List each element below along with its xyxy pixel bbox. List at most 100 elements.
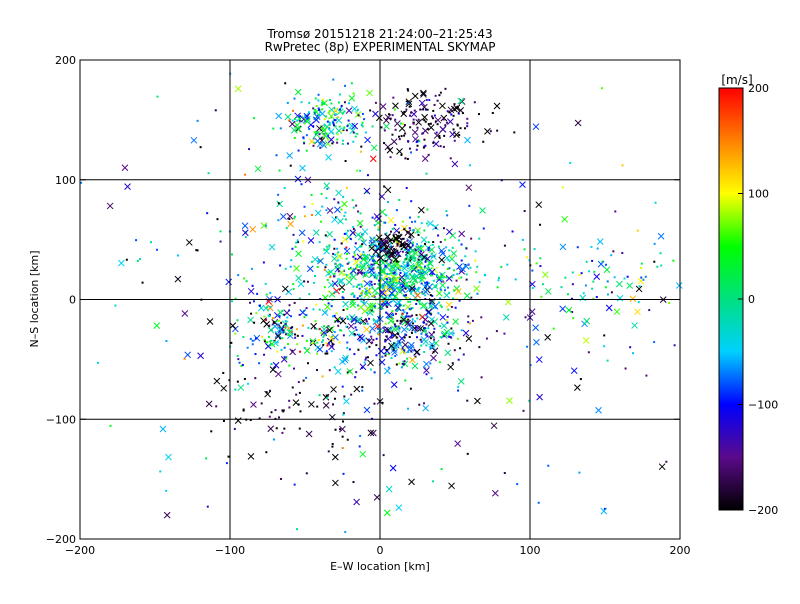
data-point-dot — [424, 120, 427, 123]
data-point-dot — [332, 78, 335, 81]
data-point-dot — [435, 284, 438, 287]
data-point-dot — [405, 315, 408, 318]
data-point-dot — [382, 454, 385, 457]
data-point-dot — [458, 277, 461, 280]
data-point-dot — [292, 283, 295, 286]
data-point-dot — [430, 115, 433, 118]
data-point-dot — [422, 304, 425, 307]
data-point-dot — [424, 108, 427, 111]
data-point-dot — [301, 324, 304, 327]
data-point-dot — [343, 395, 346, 398]
data-point-dot — [347, 261, 350, 264]
data-point-dot — [411, 244, 414, 247]
y-tick-label: −200 — [46, 533, 76, 546]
data-point-dot — [603, 507, 606, 510]
data-point-dot — [406, 321, 409, 324]
data-point-dot — [337, 251, 340, 254]
data-point-dot — [384, 264, 387, 267]
data-point-dot — [242, 409, 245, 412]
data-point-dot — [253, 117, 256, 120]
data-point-x — [426, 220, 434, 227]
data-point-x — [272, 361, 280, 369]
data-point-dot — [385, 214, 388, 217]
data-point-dot — [344, 531, 347, 534]
data-point-dot — [196, 249, 199, 252]
data-point-dot — [422, 146, 425, 149]
data-point-dot — [379, 290, 382, 293]
data-point-x — [381, 240, 389, 248]
data-point-dot — [272, 321, 275, 324]
data-point-dot — [284, 82, 287, 85]
data-point-dot — [348, 348, 351, 351]
data-point-dot — [276, 341, 279, 344]
data-point-dot — [451, 246, 454, 249]
data-point-dot — [346, 252, 349, 255]
data-point-dot — [446, 315, 449, 318]
data-point-dot — [302, 379, 305, 382]
data-point-dot — [403, 349, 406, 352]
data-point-x — [308, 138, 316, 145]
data-point-x — [343, 397, 350, 405]
data-point-dot — [326, 187, 329, 190]
data-point-dot — [313, 281, 316, 284]
data-point-dot — [333, 107, 336, 110]
data-point-dot — [404, 283, 407, 286]
data-point-dot — [326, 352, 329, 355]
data-point-x — [392, 256, 400, 263]
data-point-dot — [347, 119, 350, 122]
data-point-dot — [448, 111, 451, 114]
data-point-dot — [406, 328, 409, 331]
data-point-dot — [533, 248, 536, 251]
data-point-x — [559, 305, 567, 313]
data-point-dot — [482, 227, 485, 230]
data-point-dot — [325, 310, 328, 313]
data-point-dot — [638, 285, 641, 288]
data-point-dot — [247, 382, 250, 385]
data-point-x — [357, 233, 365, 241]
data-point-dot — [434, 94, 437, 97]
data-point-x — [327, 268, 335, 276]
data-point-dot — [314, 97, 317, 100]
data-point-dot — [195, 249, 198, 252]
data-point-dot — [268, 324, 271, 327]
data-point-dot — [336, 268, 339, 271]
data-point-dot — [497, 276, 500, 279]
data-point-dot — [456, 124, 459, 127]
data-point-x — [339, 358, 346, 365]
data-point-x — [533, 338, 540, 346]
x-tick-label: 200 — [670, 544, 691, 557]
data-point-dot — [293, 215, 296, 218]
data-point-dot — [279, 264, 282, 267]
data-point-dot — [645, 374, 648, 377]
data-point-dot — [423, 138, 426, 141]
data-point-dot — [333, 397, 336, 400]
data-point-dot — [342, 412, 345, 415]
data-point-dot — [327, 271, 330, 274]
data-point-dot — [521, 238, 524, 241]
data-point-dot — [230, 341, 233, 344]
data-point-dot — [359, 321, 362, 324]
data-point-dot — [489, 130, 492, 133]
data-point-dot — [359, 150, 362, 153]
data-point-dot — [280, 478, 283, 481]
data-point-x — [394, 250, 402, 258]
data-point-dot — [590, 245, 593, 248]
data-point-dot — [416, 336, 419, 339]
data-point-dot — [231, 300, 234, 303]
data-point-x — [338, 277, 345, 285]
data-point-x — [348, 329, 356, 337]
data-point-dot — [376, 240, 379, 243]
data-point-dot — [272, 438, 275, 441]
data-point-dot — [327, 111, 330, 114]
data-point-dot — [275, 320, 278, 323]
data-point-dot — [297, 381, 300, 384]
data-point-dot — [653, 341, 656, 344]
data-point-x — [446, 118, 454, 125]
data-point-dot — [397, 333, 400, 336]
data-point-x — [408, 478, 415, 486]
data-point-x — [197, 352, 204, 360]
data-point-dot — [243, 377, 246, 380]
data-point-dot — [345, 273, 348, 276]
data-point-dot — [303, 316, 306, 319]
